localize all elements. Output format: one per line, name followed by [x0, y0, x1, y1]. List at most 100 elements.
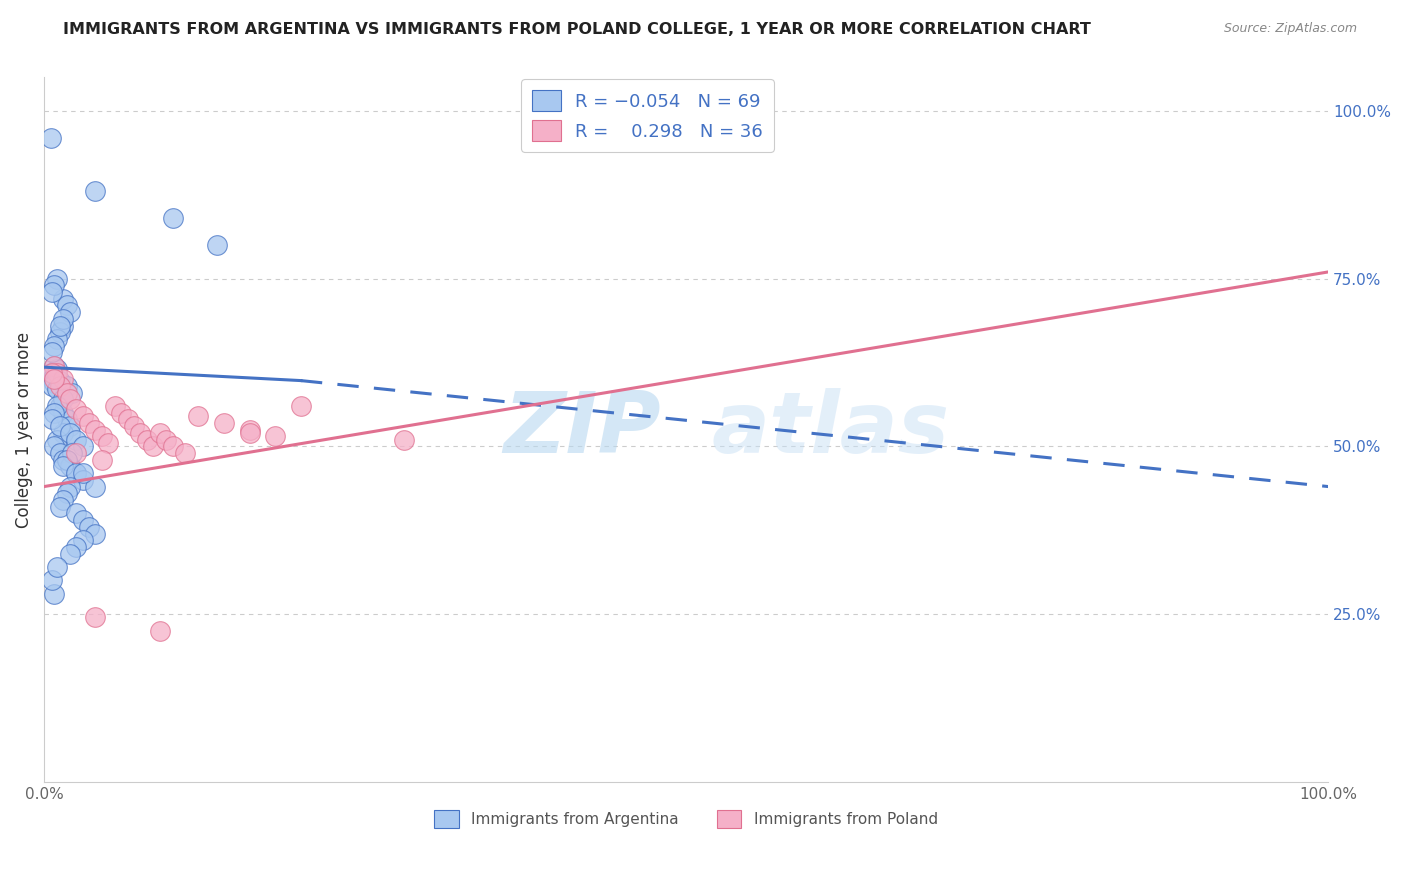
Point [65, 507, 87, 521]
Point [44, 359, 66, 373]
Point [46, 433, 69, 447]
Point [392, 433, 415, 447]
Point [48, 379, 70, 393]
Point [72, 533, 94, 548]
Point [56, 385, 79, 400]
Point [84, 479, 107, 493]
Point [46, 382, 69, 396]
Point [56, 412, 79, 426]
Point [41, 412, 63, 426]
Point [238, 425, 260, 440]
Point [59, 547, 82, 561]
Point [41, 345, 63, 359]
Point [46, 560, 69, 574]
Point [46, 399, 69, 413]
Point [48, 326, 70, 340]
Y-axis label: College, 1 year or more: College, 1 year or more [15, 332, 32, 527]
Point [72, 466, 94, 480]
Point [135, 433, 157, 447]
Point [238, 423, 260, 437]
Point [56, 486, 79, 500]
Point [84, 423, 107, 437]
Point [59, 479, 82, 493]
Point [149, 425, 172, 440]
Point [117, 412, 139, 426]
Point [52, 452, 75, 467]
Point [41, 379, 63, 393]
Point [46, 362, 69, 376]
Point [46, 366, 69, 380]
Text: ZIP: ZIP [503, 388, 661, 471]
Point [72, 409, 94, 424]
Point [56, 298, 79, 312]
Point [72, 513, 94, 527]
Point [52, 392, 75, 407]
Point [59, 305, 82, 319]
Point [162, 439, 184, 453]
Point [48, 500, 70, 514]
Point [48, 374, 70, 388]
Point [90, 452, 112, 467]
Point [56, 379, 79, 393]
Point [44, 368, 66, 383]
Point [44, 376, 66, 390]
Point [52, 425, 75, 440]
Point [122, 419, 145, 434]
Point [59, 425, 82, 440]
Point [52, 459, 75, 474]
Point [65, 466, 87, 480]
Point [39, 130, 62, 145]
Point [60, 385, 83, 400]
Point [97, 436, 120, 450]
Point [84, 610, 107, 624]
Point [65, 433, 87, 447]
Point [52, 406, 75, 420]
Point [65, 540, 87, 554]
Point [44, 372, 66, 386]
Point [65, 446, 87, 460]
Point [104, 399, 127, 413]
Point [48, 419, 70, 434]
Point [41, 366, 63, 380]
Point [52, 493, 75, 508]
Point [90, 429, 112, 443]
Point [142, 439, 165, 453]
Point [72, 473, 94, 487]
Point [56, 452, 79, 467]
Point [60, 446, 83, 460]
Point [155, 433, 177, 447]
Point [46, 372, 69, 386]
Point [44, 359, 66, 373]
Text: atlas: atlas [711, 388, 950, 471]
Point [290, 399, 312, 413]
Point [187, 409, 209, 424]
Point [129, 425, 152, 440]
Point [39, 366, 62, 380]
Point [77, 416, 100, 430]
Point [162, 211, 184, 226]
Point [59, 419, 82, 434]
Point [44, 339, 66, 353]
Point [44, 406, 66, 420]
Text: IMMIGRANTS FROM ARGENTINA VS IMMIGRANTS FROM POLAND COLLEGE, 1 YEAR OR MORE CORR: IMMIGRANTS FROM ARGENTINA VS IMMIGRANTS … [63, 22, 1091, 37]
Point [174, 446, 197, 460]
Point [149, 624, 172, 638]
Point [207, 238, 229, 252]
Point [52, 372, 75, 386]
Point [44, 278, 66, 293]
Point [110, 406, 132, 420]
Point [46, 332, 69, 346]
Point [84, 185, 107, 199]
Legend: Immigrants from Argentina, Immigrants from Poland: Immigrants from Argentina, Immigrants fr… [429, 804, 943, 834]
Point [48, 318, 70, 333]
Point [65, 466, 87, 480]
Point [44, 587, 66, 601]
Point [52, 311, 75, 326]
Point [44, 439, 66, 453]
Point [46, 271, 69, 285]
Point [52, 318, 75, 333]
Point [65, 402, 87, 417]
Point [77, 520, 100, 534]
Point [264, 429, 287, 443]
Point [41, 367, 63, 381]
